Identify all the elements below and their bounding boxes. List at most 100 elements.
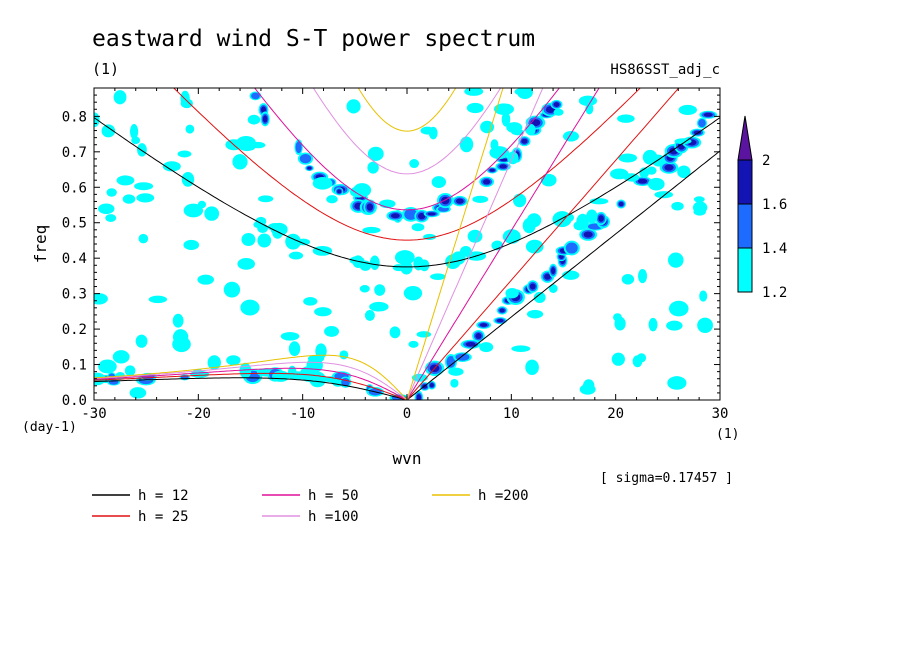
power-contour xyxy=(502,229,521,244)
power-contour xyxy=(522,218,536,234)
power-contour xyxy=(98,359,117,374)
power-contour xyxy=(540,173,557,187)
power-contour xyxy=(134,182,154,191)
power-contour xyxy=(258,195,274,203)
legend-label: h =100 xyxy=(308,509,359,525)
power-contour xyxy=(349,186,368,198)
power-contour xyxy=(257,223,269,234)
colorbar-swatch xyxy=(737,159,753,205)
power-contour xyxy=(618,201,624,207)
power-contour xyxy=(257,233,272,248)
dispersion-curve-h100 xyxy=(406,88,544,400)
power-contour xyxy=(611,352,625,366)
power-contour xyxy=(548,284,558,293)
power-contour xyxy=(413,256,424,271)
power-contour xyxy=(499,164,507,169)
power-contour xyxy=(364,310,375,321)
x-tick-label: -20 xyxy=(186,406,211,422)
power-contour xyxy=(460,246,472,257)
dispersion-curve-h12 xyxy=(406,150,720,400)
dispersion-curve-h12 xyxy=(94,117,720,268)
dispersion-curve-h12 xyxy=(94,377,408,400)
power-contour xyxy=(446,355,456,368)
power-contour xyxy=(479,323,488,327)
power-contour xyxy=(98,203,115,215)
power-contour xyxy=(312,177,333,190)
legend-label: h = 25 xyxy=(138,509,189,525)
power-contour xyxy=(638,268,648,284)
power-contour xyxy=(297,238,311,246)
x-tick-label: 30 xyxy=(712,406,729,422)
y-units-label: (day-1) xyxy=(22,420,77,435)
power-contour xyxy=(240,299,260,316)
power-contour xyxy=(416,331,432,338)
power-contour xyxy=(496,318,504,323)
y-tick-label: 0.0 xyxy=(62,393,87,409)
power-contour xyxy=(544,273,551,280)
power-contour xyxy=(429,383,434,388)
plot-area xyxy=(94,88,720,400)
power-contour xyxy=(362,226,381,234)
power-contour xyxy=(586,209,598,224)
power-contour xyxy=(678,104,697,116)
dispersion-curve-h100 xyxy=(312,88,502,175)
power-contour xyxy=(617,114,635,123)
power-contour xyxy=(116,175,135,186)
power-contour xyxy=(493,103,514,115)
power-contour xyxy=(237,257,256,270)
colorbar-label: 2 xyxy=(762,153,770,169)
power-contour xyxy=(138,233,149,244)
power-contour xyxy=(637,178,648,184)
power-contour xyxy=(250,141,266,149)
power-contour xyxy=(598,215,604,222)
power-contour xyxy=(314,307,332,317)
dispersion-curve-h50 xyxy=(254,88,560,211)
power-contour xyxy=(553,102,560,107)
dispersion-curve-h200 xyxy=(94,354,408,400)
power-contour xyxy=(526,309,544,319)
power-contour xyxy=(475,332,482,339)
power-contour xyxy=(431,176,447,188)
power-contour xyxy=(465,342,476,347)
units-label: (1) xyxy=(92,60,119,78)
power-contour xyxy=(562,130,579,142)
power-contour xyxy=(172,329,189,345)
power-contour xyxy=(514,88,528,96)
power-contour xyxy=(525,359,539,376)
power-contour xyxy=(482,179,491,185)
power-contour xyxy=(113,90,127,105)
power-contour xyxy=(699,290,708,302)
power-contour xyxy=(472,195,489,203)
power-contour xyxy=(614,316,626,331)
power-contour xyxy=(646,166,657,175)
power-contour xyxy=(148,295,168,304)
power-contour xyxy=(303,297,318,306)
power-contour xyxy=(505,288,519,299)
power-contour xyxy=(367,146,384,161)
legend: h = 12 h = 25 h = 50 h =100 h =200 xyxy=(92,488,529,525)
power-contour xyxy=(671,201,684,211)
power-contour xyxy=(667,376,687,390)
power-contour xyxy=(374,284,386,296)
power-contour xyxy=(647,177,665,191)
axis-ticks: -30 -20 -10 0 10 20 30 0.0 0.1 0.2 0.3 0.4 0.5 0.6 0.7… xyxy=(62,88,729,422)
power-contour xyxy=(403,285,423,301)
power-contour xyxy=(677,165,691,179)
power-contour xyxy=(339,350,349,360)
power-contour xyxy=(500,158,508,162)
power-contour xyxy=(183,203,204,218)
power-contour xyxy=(366,203,374,211)
power-contour xyxy=(251,92,260,100)
dataset-label: HS86SST_adj_c xyxy=(610,62,720,78)
power-contour xyxy=(648,317,658,332)
y-tick-label: 0.5 xyxy=(62,216,87,232)
colorbar-swatch xyxy=(737,247,753,293)
dispersion-curve-h100 xyxy=(94,361,408,400)
power-contour xyxy=(430,273,446,280)
y-tick-label: 0.7 xyxy=(62,145,87,161)
power-contour xyxy=(553,108,564,116)
power-contour xyxy=(418,212,426,220)
power-contour xyxy=(136,193,155,203)
power-contour xyxy=(183,239,200,251)
power-contour xyxy=(162,161,181,172)
